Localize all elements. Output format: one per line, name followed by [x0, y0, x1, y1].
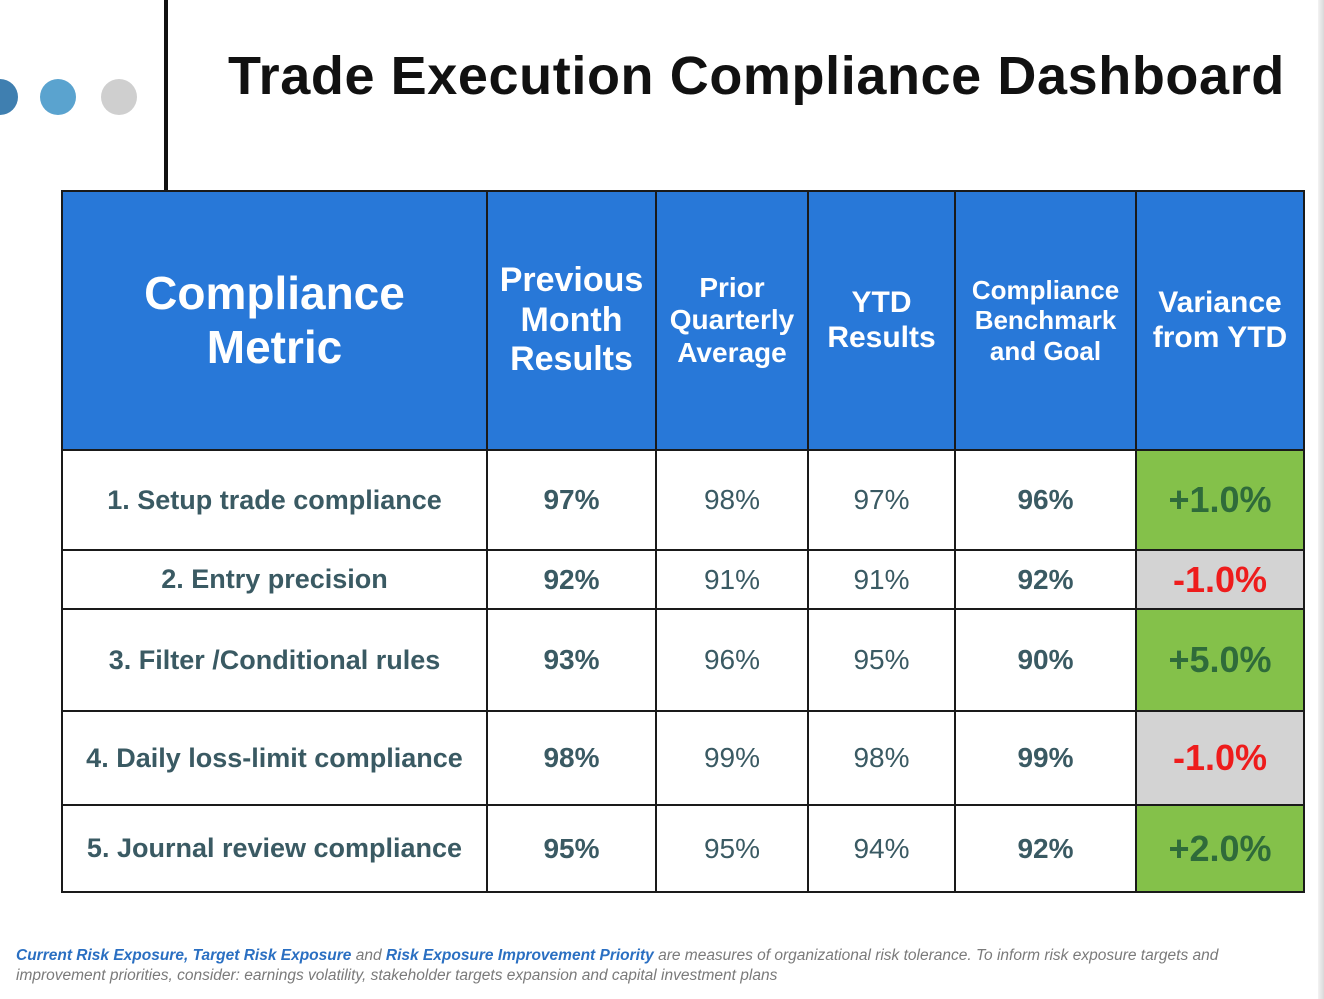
table-row: 5. Journal review compliance 95% 95% 94%…: [61, 804, 1305, 893]
ytd-value: 97%: [807, 449, 956, 551]
metric-name: 3. Filter /Conditional rules: [61, 608, 488, 712]
benchmark-value: 96%: [954, 449, 1137, 551]
table-row: 1. Setup trade compliance 97% 98% 97% 96…: [61, 449, 1305, 551]
footnote-separator-1: ,: [183, 947, 193, 964]
previous-month-value: 92%: [486, 549, 657, 610]
variance-value: -1.0%: [1135, 549, 1305, 610]
metric-name: 4. Daily loss-limit compliance: [61, 710, 488, 806]
benchmark-value: 92%: [954, 549, 1137, 610]
decorative-dot-2: [40, 79, 76, 115]
variance-value: -1.0%: [1135, 710, 1305, 806]
table-row: 3. Filter /Conditional rules 93% 96% 95%…: [61, 608, 1305, 712]
footnote-body: are measures of organizational risk tole…: [16, 947, 1219, 984]
ytd-value: 91%: [807, 549, 956, 610]
footnote-term-current-risk: Current Risk Exposure: [16, 947, 184, 964]
metric-name: 2. Entry precision: [61, 549, 488, 610]
previous-month-value: 93%: [486, 608, 657, 712]
variance-value: +1.0%: [1135, 449, 1305, 551]
page-title: Trade Execution Compliance Dashboard: [228, 46, 1285, 106]
variance-value: +2.0%: [1135, 804, 1305, 893]
benchmark-value: 99%: [954, 710, 1137, 806]
table-header-row: Compliance Metric Previous Month Results…: [61, 190, 1305, 451]
metric-name: 1. Setup trade compliance: [61, 449, 488, 551]
header-ytd-results: YTD Results: [807, 190, 956, 451]
title-divider-line: [164, 0, 168, 190]
previous-month-value: 95%: [486, 804, 657, 893]
ytd-value: 95%: [807, 608, 956, 712]
header-previous-month-results: Previous Month Results: [486, 190, 657, 451]
header-prior-quarterly-average: Prior Quarterly Average: [655, 190, 809, 451]
table-row: 2. Entry precision 92% 91% 91% 92% -1.0%: [61, 549, 1305, 610]
header-compliance-benchmark: Compliance Benchmark and Goal: [954, 190, 1137, 451]
prior-quarter-value: 95%: [655, 804, 809, 893]
variance-value: +5.0%: [1135, 608, 1305, 712]
slide-edge-shadow: [1318, 0, 1324, 999]
ytd-value: 94%: [807, 804, 956, 893]
prior-quarter-value: 96%: [655, 608, 809, 712]
header-compliance-metric: Compliance Metric: [61, 190, 488, 451]
table-row: 4. Daily loss-limit compliance 98% 99% 9…: [61, 710, 1305, 806]
prior-quarter-value: 98%: [655, 449, 809, 551]
prior-quarter-value: 91%: [655, 549, 809, 610]
decorative-dot-1: [0, 79, 18, 115]
footnote: Current Risk Exposure, Target Risk Expos…: [16, 946, 1306, 986]
prior-quarter-value: 99%: [655, 710, 809, 806]
compliance-table: Compliance Metric Previous Month Results…: [61, 190, 1305, 893]
header-variance-from-ytd: Variance from YTD: [1135, 190, 1305, 451]
footnote-separator-2: and: [351, 947, 386, 964]
previous-month-value: 97%: [486, 449, 657, 551]
decorative-dot-3: [101, 79, 137, 115]
benchmark-value: 92%: [954, 804, 1137, 893]
footnote-term-target-risk: Target Risk Exposure: [192, 947, 352, 964]
footnote-term-improvement-priority: Risk Exposure Improvement Priority: [385, 947, 654, 964]
previous-month-value: 98%: [486, 710, 657, 806]
benchmark-value: 90%: [954, 608, 1137, 712]
metric-name: 5. Journal review compliance: [61, 804, 488, 893]
ytd-value: 98%: [807, 710, 956, 806]
